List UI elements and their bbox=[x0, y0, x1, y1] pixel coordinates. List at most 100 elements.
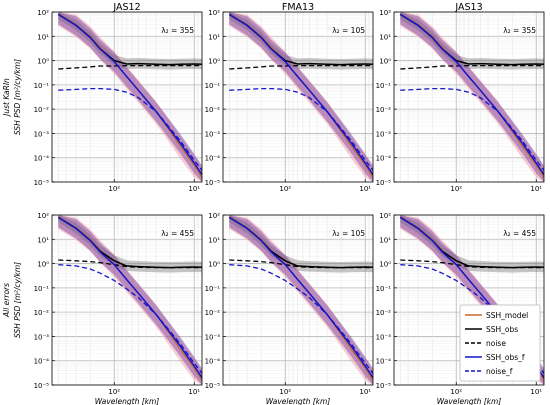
y-tick-label: 10² bbox=[208, 9, 220, 17]
panel-frame bbox=[51, 11, 203, 183]
y-tick-label: 10⁻² bbox=[34, 106, 50, 114]
y-tick-label: 10⁰ bbox=[37, 58, 49, 66]
ssh-obs-f-band bbox=[229, 215, 373, 385]
y-tick-label: 10⁻² bbox=[376, 309, 392, 317]
row-label-title: Just KaRIn bbox=[2, 78, 11, 118]
noise-line bbox=[229, 259, 373, 269]
ssh-model-band bbox=[229, 215, 373, 385]
y-tick-label: 10¹ bbox=[37, 236, 49, 244]
noise-line bbox=[400, 259, 544, 269]
y-tick-label: 10² bbox=[379, 9, 391, 17]
ssh-obs-f-line bbox=[228, 216, 373, 379]
legend-label: SSH_model bbox=[486, 311, 528, 320]
x-axis-label: Wavelength [km] bbox=[95, 397, 160, 405]
x-tick-label: 10² bbox=[279, 388, 291, 396]
panel-2-2: 10² 10¹ 10⁰ 10⁻¹ 10⁻² 10⁻³ 10⁻⁴ 10⁻⁵ 10² 10¹ Wavel… bbox=[205, 212, 374, 405]
ssh-model-band bbox=[58, 12, 202, 182]
y-tick-label: 10⁰ bbox=[379, 261, 391, 269]
series-lines bbox=[228, 216, 373, 382]
y-tick-label: 10⁻¹ bbox=[205, 82, 221, 90]
y-tick-label: 10² bbox=[37, 9, 49, 17]
y-tick-label: 10⁻⁴ bbox=[376, 155, 392, 163]
noise-f-line bbox=[58, 264, 202, 374]
ssh-obs-f-line bbox=[228, 13, 373, 176]
series-lines bbox=[228, 13, 373, 179]
row-label-1: Just KaRIn SSH PSD [m²/cy/km] bbox=[2, 59, 22, 135]
y-tick-label: 10⁻³ bbox=[205, 333, 221, 341]
y-tick-label: 10⁻⁴ bbox=[205, 155, 221, 163]
y-tick-label: 10⁻⁴ bbox=[34, 358, 50, 366]
x-tick-label: 10² bbox=[108, 388, 120, 396]
x-tick-label: 10¹ bbox=[359, 388, 371, 396]
y-tick-label: 10⁻¹ bbox=[376, 285, 392, 293]
y-tick-label: 10⁻¹ bbox=[34, 285, 50, 293]
y-tick-label: 10⁻¹ bbox=[205, 285, 221, 293]
y-tick-label: 10⁻⁴ bbox=[205, 358, 221, 366]
ssh-obs-f-band bbox=[400, 12, 544, 182]
y-tick-label: 10⁻³ bbox=[376, 333, 392, 341]
y-tick-label: 10⁻⁵ bbox=[205, 382, 221, 390]
x-tick-label: 10² bbox=[450, 185, 462, 193]
y-tick-label: 10⁻⁵ bbox=[34, 179, 50, 187]
x-tick-label: 10¹ bbox=[359, 185, 371, 193]
ssh-model-band bbox=[58, 215, 202, 385]
noise-line bbox=[58, 259, 202, 269]
y-axis-label: SSH PSD [m²/cy/km] bbox=[13, 59, 22, 135]
noise-f-line bbox=[58, 87, 202, 171]
panel-1-3: 10² 10¹ 10⁰ 10⁻¹ 10⁻² 10⁻³ 10⁻⁴ 10⁻⁵ 10² 10¹ JAS13… bbox=[376, 2, 545, 193]
panel-frame bbox=[222, 11, 374, 183]
y-tick-label: 10⁻⁵ bbox=[376, 382, 392, 390]
noise-line bbox=[400, 64, 544, 70]
noise-line bbox=[229, 64, 373, 70]
y-tick-label: 10¹ bbox=[379, 33, 391, 41]
y-tick-label: 10⁻⁴ bbox=[376, 358, 392, 366]
lambda-label: λ₂ = 105 bbox=[332, 26, 365, 35]
legend-label: SSH_obs bbox=[486, 325, 518, 334]
legend-box bbox=[459, 304, 541, 382]
x-axis-label: Wavelength [km] bbox=[266, 397, 331, 405]
x-tick-label: 10¹ bbox=[188, 185, 200, 193]
ssh-model-band bbox=[400, 12, 544, 182]
x-tick-label: 10¹ bbox=[188, 388, 200, 396]
legend-label: noise bbox=[486, 339, 506, 348]
y-tick-label: 10⁻³ bbox=[205, 130, 221, 138]
ssh-obs-f-band bbox=[229, 12, 373, 182]
y-tick-label: 10¹ bbox=[208, 236, 220, 244]
y-tick-label: 10² bbox=[37, 212, 49, 220]
panel-frame bbox=[222, 214, 374, 386]
y-tick-label: 10⁻¹ bbox=[34, 82, 50, 90]
panel-title: FMA13 bbox=[282, 2, 314, 13]
y-tick-label: 10⁰ bbox=[37, 261, 49, 269]
lambda-label: λ₂ = 355 bbox=[503, 26, 536, 35]
lambda-label: λ₂ = 455 bbox=[161, 229, 194, 238]
y-tick-label: 10² bbox=[379, 212, 391, 220]
panel-1-1: 10² 10¹ 10⁰ 10⁻¹ 10⁻² 10⁻³ 10⁻⁴ 10⁻⁵ 10² 10¹ JAS12… bbox=[34, 2, 203, 193]
panel-1-2: 10² 10¹ 10⁰ 10⁻¹ 10⁻² 10⁻³ 10⁻⁴ 10⁻⁵ 10² 10¹ FMA13… bbox=[205, 2, 374, 193]
noise-f-line bbox=[400, 87, 544, 171]
y-tick-label: 10⁻² bbox=[205, 309, 221, 317]
panel-title: JAS13 bbox=[454, 2, 482, 13]
y-tick-label: 10⁻³ bbox=[34, 130, 50, 138]
lambda-label: λ₂ = 455 bbox=[503, 229, 536, 238]
ssh-obs-f-line bbox=[399, 13, 544, 176]
ssh-obs-f-band bbox=[400, 215, 544, 385]
y-tick-label: 10⁻⁵ bbox=[376, 179, 392, 187]
series-lines bbox=[399, 13, 544, 179]
ssh-obs-f-line bbox=[57, 216, 202, 379]
x-tick-label: 10² bbox=[450, 388, 462, 396]
legend-label: noise_f bbox=[486, 367, 513, 376]
x-axis-label: Wavelength [km] bbox=[437, 397, 502, 405]
row-label-2: All errors SSH PSD [m²/cy/km] bbox=[2, 262, 22, 338]
y-tick-label: 10⁰ bbox=[208, 261, 220, 269]
y-tick-label: 10⁻² bbox=[205, 106, 221, 114]
noise-line bbox=[58, 64, 202, 70]
panel-frame bbox=[393, 214, 545, 386]
y-tick-label: 10⁻³ bbox=[34, 333, 50, 341]
y-tick-label: 10⁰ bbox=[208, 58, 220, 66]
lambda-label: λ₂ = 355 bbox=[161, 26, 194, 35]
y-axis-label: SSH PSD [m²/cy/km] bbox=[13, 262, 22, 338]
y-tick-label: 10⁻⁴ bbox=[34, 155, 50, 163]
series-lines bbox=[57, 216, 202, 382]
